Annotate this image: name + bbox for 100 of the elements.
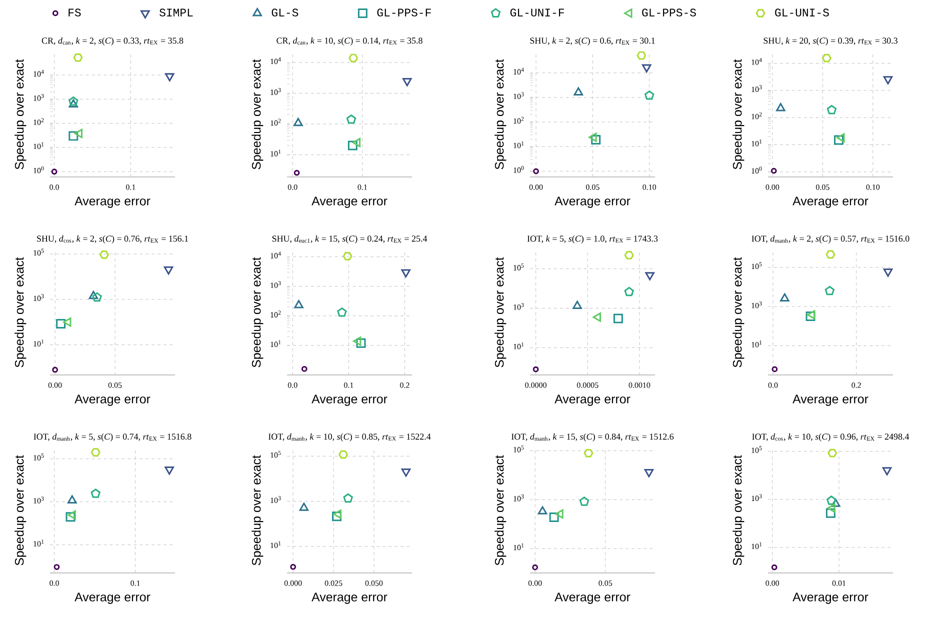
x-axis-title: Average error	[312, 592, 388, 604]
point	[332, 512, 342, 522]
point	[883, 268, 893, 277]
point	[68, 96, 78, 106]
point	[165, 73, 174, 82]
point	[549, 512, 559, 522]
point	[555, 509, 564, 519]
point	[352, 138, 361, 148]
point	[51, 168, 58, 175]
point	[343, 493, 353, 503]
legend-label: GL-S	[272, 8, 298, 16]
chart-title: SHU, d$_{euc1}$, k = 15, s(C) = 0.24, rt$_{EX}$ = 25.4	[272, 235, 428, 244]
point	[572, 300, 582, 309]
point	[337, 307, 347, 317]
point	[294, 118, 303, 126]
point	[624, 286, 634, 296]
legend-label: GL-PPS-S	[642, 8, 696, 16]
point	[613, 314, 623, 324]
y-axis-title: Speedup over exact	[14, 59, 26, 170]
point	[73, 53, 83, 62]
y-axis-title: Speedup over exact	[494, 455, 506, 566]
point	[592, 312, 601, 322]
point	[294, 300, 304, 308]
point	[346, 114, 356, 124]
point	[299, 502, 309, 511]
x-axis-title: Average error	[74, 394, 150, 406]
point	[402, 78, 412, 86]
point	[824, 286, 834, 296]
point	[74, 128, 82, 138]
legend-label: GL-UNI-F	[510, 8, 564, 16]
point	[532, 366, 539, 372]
x-axis-title: Average error	[792, 196, 868, 208]
point	[294, 170, 300, 176]
point	[836, 133, 845, 142]
x-axis-title: Average error	[792, 592, 868, 604]
chart-title: IOT, d$_{manh}$, k = 15, s(C) = 0.84, rt$_{EX}$ = 1512.6	[511, 433, 674, 442]
point	[591, 135, 601, 144]
point	[352, 336, 362, 346]
y-axis-title: Speedup over exact	[732, 455, 744, 566]
x-axis-title: Average error	[312, 196, 388, 208]
point	[828, 448, 838, 458]
point	[538, 506, 548, 514]
point	[579, 496, 590, 506]
point	[342, 252, 352, 260]
chart-title: IOT, k = 5, s(C) = 1.0, rt$_{EX}$ = 1743.3	[527, 235, 658, 244]
chart-title: CR, d$_{can}$, k = 10, s(C) = 0.14, rt$_{EX}$ = 35.8	[276, 37, 422, 46]
x-axis-title: Average error	[554, 196, 630, 208]
point	[290, 564, 296, 570]
legend-label: SIMPL	[160, 8, 193, 16]
point	[99, 250, 109, 259]
point	[67, 495, 77, 504]
point	[624, 250, 634, 260]
y-axis-title: Speedup over exact	[732, 59, 744, 170]
x-axis-title: Average error	[554, 592, 630, 604]
point	[90, 488, 100, 498]
y-axis-title: Speedup over exact	[252, 257, 264, 368]
point	[88, 290, 98, 300]
point	[68, 131, 78, 141]
chart-title: IOT, d$_{manh}$, k = 5, s(C) = 0.74, rt$_{EX}$ = 1516.8	[34, 433, 192, 442]
point	[584, 448, 594, 458]
point	[826, 104, 837, 114]
chart-title: SHU, k = 20, s(C) = 0.39, rt$_{EX}$ = 30.3	[764, 37, 898, 46]
point	[770, 168, 777, 174]
x-axis-title: Average error	[792, 394, 868, 406]
chart-title: CR, d$_{can}$, k = 2, s(C) = 0.33, rt$_{EX}$ = 35.8	[42, 37, 184, 46]
point	[642, 64, 652, 72]
point	[645, 272, 654, 280]
chart-title: IOT, d$_{cos}$, k = 10, s(C) = 0.96, rt$_{EX}$ = 2498.4	[752, 433, 910, 442]
point	[164, 266, 174, 275]
point	[826, 250, 836, 259]
point	[348, 54, 358, 62]
point	[401, 468, 411, 477]
x-axis-title: Average error	[312, 394, 388, 406]
point	[822, 54, 832, 62]
point	[356, 338, 366, 348]
point	[90, 448, 100, 457]
y-axis-title: Speedup over exact	[494, 257, 506, 368]
chart-title: IOT, d$_{manh}$, k = 2, s(C) = 0.57, rt$_{EX}$ = 1516.0	[752, 235, 910, 244]
point	[644, 469, 654, 478]
point	[771, 564, 778, 570]
y-axis-title: Speedup over exact	[252, 59, 264, 170]
point	[826, 508, 836, 518]
point	[338, 450, 348, 459]
legend-label: GL-PPS-F	[377, 8, 431, 16]
y-axis-title: Speedup over exact	[14, 455, 26, 566]
point	[54, 564, 60, 570]
point	[574, 87, 584, 96]
y-axis-title: Speedup over exact	[252, 455, 264, 566]
legend-label: FS	[68, 8, 81, 16]
point	[63, 317, 72, 327]
point	[772, 366, 778, 372]
point	[780, 293, 790, 302]
x-axis-title: Average error	[554, 394, 630, 406]
point	[333, 510, 342, 519]
y-axis-title: Speedup over exact	[494, 59, 506, 170]
point	[644, 90, 654, 100]
point	[401, 269, 410, 278]
x-axis-title: Average error	[74, 196, 150, 208]
point	[882, 467, 892, 476]
point	[301, 366, 308, 372]
